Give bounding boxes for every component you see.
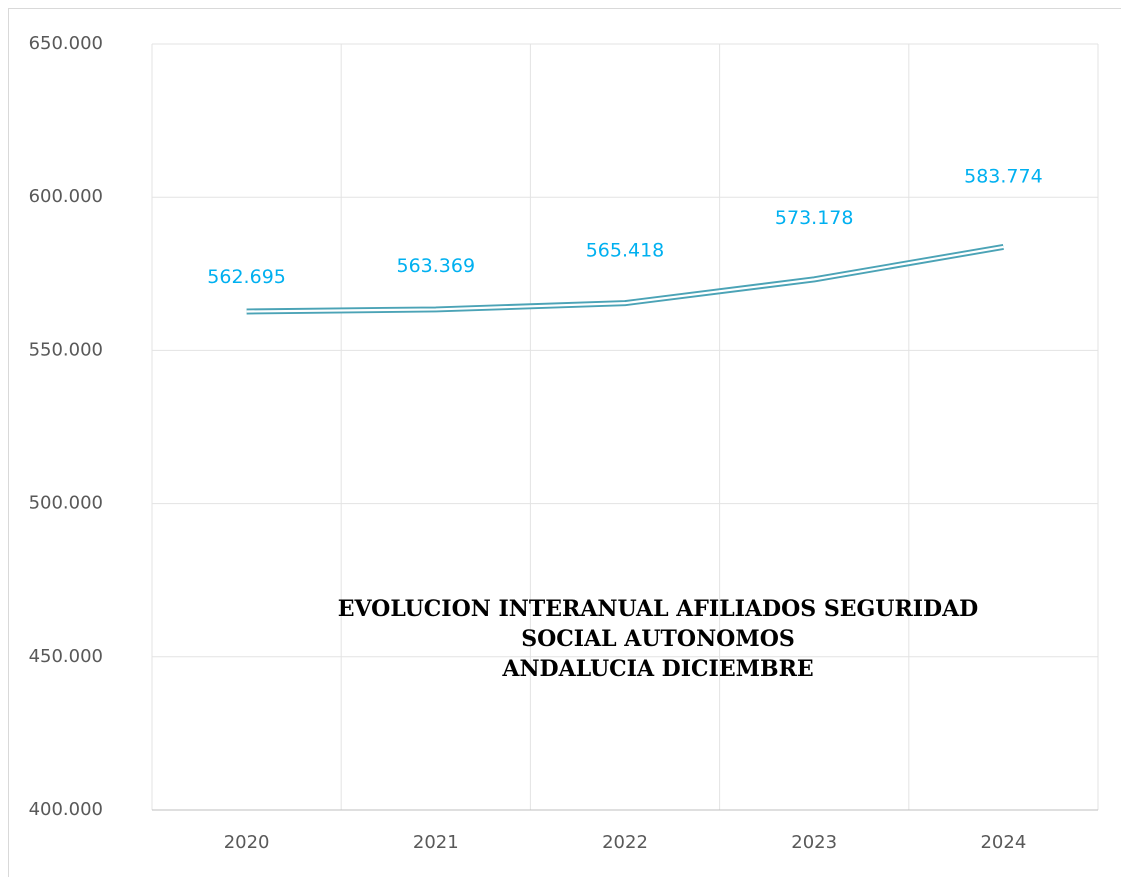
chart-title: SOCIAL AUTONOMOS [521, 626, 795, 652]
y-tick-label: 650.000 [29, 33, 103, 54]
chart-title: EVOLUCION INTERANUAL AFILIADOS SEGURIDAD [338, 596, 979, 622]
data-label: 562.695 [207, 266, 286, 288]
chart-border [8, 8, 1121, 877]
data-label: 573.178 [775, 207, 854, 229]
y-tick-label: 500.000 [29, 493, 103, 514]
y-tick-label: 450.000 [29, 646, 103, 667]
line-inner [246, 245, 1004, 313]
chart-title: ANDALUCIA DICIEMBRE [501, 656, 813, 682]
y-tick-label: 600.000 [29, 186, 103, 207]
data-label: 565.418 [586, 240, 665, 262]
y-tick-label: 550.000 [29, 339, 103, 360]
data-label: 583.774 [964, 165, 1043, 187]
x-tick-label: 2022 [602, 832, 648, 853]
x-tick-label: 2024 [980, 832, 1026, 853]
data-label: 563.369 [397, 255, 476, 277]
x-tick-label: 2023 [791, 832, 837, 853]
y-tick-label: 400.000 [29, 799, 103, 820]
x-tick-label: 2020 [224, 832, 270, 853]
x-tick-label: 2021 [413, 832, 459, 853]
